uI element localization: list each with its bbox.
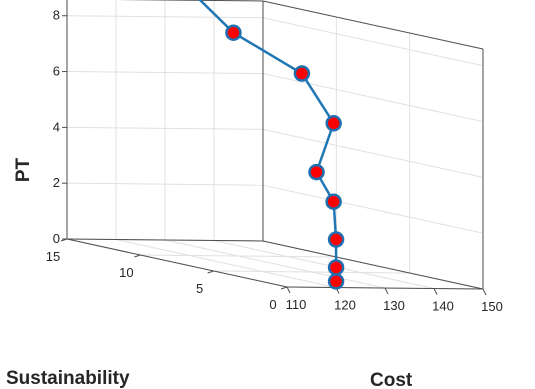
sidewall-gridline-z bbox=[262, 128, 484, 178]
z-tick-label: 4 bbox=[53, 119, 60, 134]
axis-box-edge bbox=[262, 240, 484, 290]
z-tick-label: 6 bbox=[53, 64, 60, 79]
y-tick-mark bbox=[134, 254, 141, 258]
backwall-gridline-z bbox=[66, 182, 264, 186]
z-tick-label: 8 bbox=[53, 8, 60, 23]
backwall-gridline-z bbox=[66, 71, 264, 75]
backwall-gridline-z bbox=[66, 126, 264, 130]
axis-box-edge bbox=[115, 0, 264, 2]
floor-gridline-x bbox=[115, 239, 337, 288]
series-line bbox=[198, 0, 338, 282]
y-tick-mark bbox=[280, 286, 288, 290]
z-tick-label: 2 bbox=[53, 175, 60, 190]
backwall-gridline-z bbox=[66, 15, 264, 19]
grid-lines bbox=[66, 0, 484, 290]
floor-gridline-x bbox=[164, 239, 386, 289]
data-point-marker bbox=[293, 65, 311, 82]
x-tick-label: 150 bbox=[481, 299, 503, 314]
axis-box bbox=[60, 0, 487, 296]
data-point-marker bbox=[225, 24, 242, 41]
y-tick-label: 10 bbox=[119, 265, 133, 280]
sidewall-gridline-z bbox=[262, 184, 484, 234]
y-tick-label: 0 bbox=[269, 297, 276, 312]
floor-gridline-y bbox=[140, 254, 337, 258]
x-tick-mark bbox=[384, 287, 389, 295]
y-tick-label: 5 bbox=[196, 281, 203, 296]
y-tick-label: 15 bbox=[46, 249, 60, 264]
data-point-marker bbox=[325, 193, 342, 210]
x-tick-label: 140 bbox=[432, 299, 454, 314]
data-series bbox=[198, 0, 345, 290]
z-tick-label: 0 bbox=[53, 231, 60, 246]
x-axis-label: Cost bbox=[370, 370, 413, 389]
x-tick-mark bbox=[286, 286, 291, 294]
x-tick-mark bbox=[482, 288, 487, 296]
floor-gridline-y bbox=[213, 270, 410, 274]
x-tick-label: 130 bbox=[383, 298, 405, 313]
x-tick-label: 110 bbox=[286, 297, 307, 312]
floor-gridline-x bbox=[213, 240, 435, 289]
data-point-marker bbox=[327, 231, 345, 248]
sidewall-gridline-z bbox=[262, 17, 484, 67]
axis-box-edge bbox=[66, 238, 264, 242]
z-axis-label: PT bbox=[13, 157, 34, 182]
data-point-marker bbox=[327, 259, 345, 276]
data-point-marker bbox=[325, 115, 342, 132]
axis-box-edge bbox=[66, 238, 288, 288]
sidewall-gridline-z bbox=[262, 73, 484, 123]
data-point-marker bbox=[308, 163, 325, 181]
x-tick-mark bbox=[433, 288, 438, 295]
x-tick-label: 120 bbox=[334, 298, 356, 313]
data-point-marker bbox=[327, 273, 345, 290]
axis-box-edge bbox=[262, 0, 484, 50]
y-axis-label: Sustainability bbox=[6, 368, 130, 389]
y-tick-mark bbox=[207, 270, 214, 274]
